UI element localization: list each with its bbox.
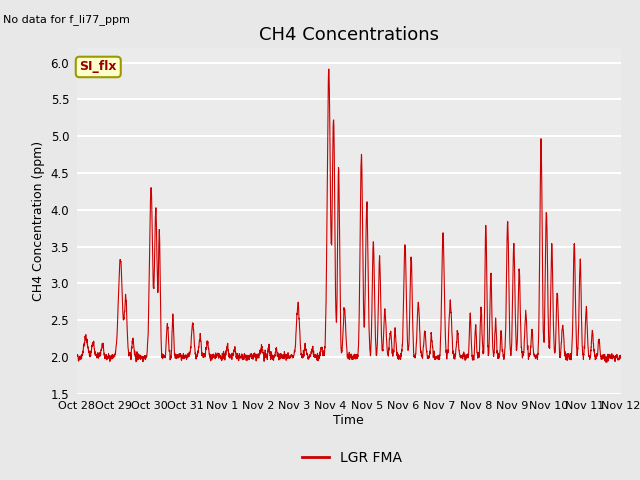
Text: SI_flx: SI_flx <box>79 60 117 73</box>
Y-axis label: CH4 Concentration (ppm): CH4 Concentration (ppm) <box>32 141 45 301</box>
Text: No data for f_li77_ppm: No data for f_li77_ppm <box>3 14 130 25</box>
X-axis label: Time: Time <box>333 414 364 427</box>
Title: CH4 Concentrations: CH4 Concentrations <box>259 25 439 44</box>
Legend: LGR FMA: LGR FMA <box>296 445 408 471</box>
